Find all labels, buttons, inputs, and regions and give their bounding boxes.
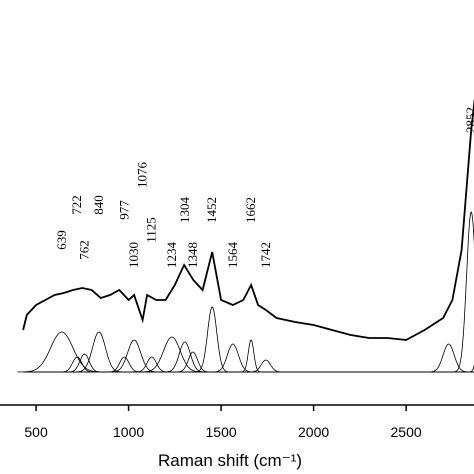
x-tick-label: 500 bbox=[24, 424, 48, 440]
fit-component bbox=[162, 341, 207, 373]
fit-component bbox=[58, 356, 96, 373]
peak-label: 1452 bbox=[204, 197, 219, 223]
fit-component bbox=[17, 331, 107, 373]
peak-label: 977 bbox=[116, 200, 131, 220]
fit-component bbox=[240, 339, 263, 373]
peak-label: 1348 bbox=[185, 242, 200, 268]
x-axis-label: Raman shift (cm⁻¹) bbox=[158, 451, 302, 470]
fit-component bbox=[210, 343, 256, 373]
fit-component bbox=[193, 306, 231, 373]
x-tick-label: 2500 bbox=[391, 424, 422, 440]
x-tick-label: 1000 bbox=[113, 424, 144, 440]
fit-component bbox=[247, 359, 285, 373]
fit-component bbox=[138, 336, 206, 373]
spectrum-line bbox=[22, 99, 474, 341]
peak-label: 840 bbox=[91, 195, 106, 215]
peak-label: 722 bbox=[69, 195, 84, 215]
peak-label: 1564 bbox=[225, 242, 240, 269]
peak-label: 1742 bbox=[258, 242, 273, 268]
x-tick-label: 1500 bbox=[206, 424, 237, 440]
peak-label: 1304 bbox=[177, 197, 192, 224]
fit-component bbox=[66, 353, 104, 373]
fit-component bbox=[426, 343, 471, 373]
peak-label: 639 bbox=[54, 230, 69, 250]
peak-label: 1125 bbox=[144, 217, 159, 243]
peak-label: 1234 bbox=[164, 242, 179, 269]
peak-label: 1076 bbox=[135, 162, 150, 189]
fit-component bbox=[105, 356, 143, 373]
fit-component bbox=[133, 356, 171, 373]
peak-label: 1030 bbox=[126, 242, 141, 268]
fit-component bbox=[174, 351, 212, 373]
peak-label: 1662 bbox=[243, 197, 258, 223]
peak-label: 762 bbox=[77, 240, 92, 260]
fit-component bbox=[108, 339, 160, 373]
fit-component bbox=[452, 211, 474, 373]
x-tick-label: 2000 bbox=[298, 424, 329, 440]
peak-label: 2852 bbox=[463, 107, 474, 133]
fit-component bbox=[73, 331, 125, 373]
